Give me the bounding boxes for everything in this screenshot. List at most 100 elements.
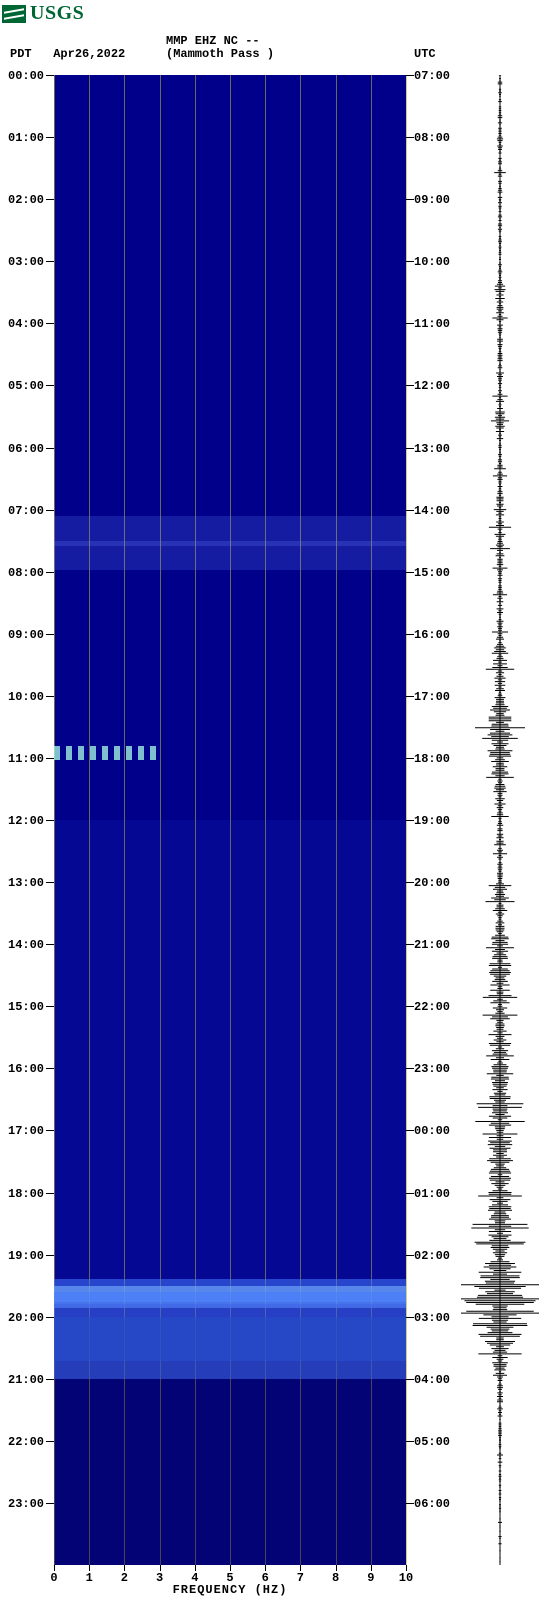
left-tz: PDT (10, 47, 32, 61)
right-time-label: 09:00 (414, 193, 450, 207)
right-time-label: 17:00 (414, 690, 450, 704)
right-tick (406, 634, 414, 635)
left-tick (46, 758, 54, 759)
left-time-label: 15:00 (8, 1000, 44, 1014)
left-tick (46, 696, 54, 697)
left-tick (46, 1379, 54, 1380)
x-axis-title: FREQUENCY (HZ) (173, 1583, 288, 1597)
right-time-label: 10:00 (414, 255, 450, 269)
right-tick (406, 1503, 414, 1504)
chart-header: PDT Apr26,2022 MMP EHZ NC -- (Mammoth Pa… (0, 35, 552, 65)
right-tick (406, 199, 414, 200)
left-tick (46, 1193, 54, 1194)
left-tick (46, 944, 54, 945)
right-tick (406, 882, 414, 883)
left-time-label: 04:00 (8, 317, 44, 331)
left-tick (46, 1441, 54, 1442)
right-tick (406, 1193, 414, 1194)
x-axis: FREQUENCY (HZ) 012345678910 (54, 1565, 406, 1595)
right-time-label: 04:00 (414, 1373, 450, 1387)
right-tick (406, 1441, 414, 1442)
left-tick (46, 510, 54, 511)
gridline (371, 75, 372, 1565)
x-tick-label: 2 (121, 1571, 128, 1585)
right-time-label: 01:00 (414, 1187, 450, 1201)
right-time-label: 20:00 (414, 876, 450, 890)
left-time-label: 12:00 (8, 814, 44, 828)
left-time-label: 02:00 (8, 193, 44, 207)
left-tick (46, 1130, 54, 1131)
left-time-label: 03:00 (8, 255, 44, 269)
left-time-label: 20:00 (8, 1311, 44, 1325)
left-time-label: 00:00 (8, 69, 44, 83)
x-tick-label: 3 (156, 1571, 163, 1585)
seismogram-trace (460, 75, 540, 1565)
right-tz: UTC (414, 47, 436, 61)
right-tick (406, 820, 414, 821)
right-time-label: 19:00 (414, 814, 450, 828)
header-center: MMP EHZ NC -- (Mammoth Pass ) (166, 35, 274, 61)
x-tick-label: 4 (191, 1571, 198, 1585)
usgs-wave-icon (2, 5, 26, 23)
right-tick (406, 1068, 414, 1069)
gridline (54, 75, 55, 1565)
x-tick-label: 8 (332, 1571, 339, 1585)
left-tick (46, 1255, 54, 1256)
right-time-label: 12:00 (414, 379, 450, 393)
left-tick (46, 1006, 54, 1007)
left-time-label: 06:00 (8, 442, 44, 456)
right-time-label: 15:00 (414, 566, 450, 580)
right-tick (406, 323, 414, 324)
usgs-logo: USGS (2, 2, 84, 25)
left-time-label: 21:00 (8, 1373, 44, 1387)
spectrogram-plot (54, 75, 406, 1565)
x-tick-label: 7 (297, 1571, 304, 1585)
right-time-label: 14:00 (414, 504, 450, 518)
right-time-label: 18:00 (414, 752, 450, 766)
left-time-label: 17:00 (8, 1124, 44, 1138)
left-time-label: 08:00 (8, 566, 44, 580)
right-tick (406, 448, 414, 449)
gridline (124, 75, 125, 1565)
right-tick (406, 385, 414, 386)
right-tick (406, 510, 414, 511)
right-time-label: 06:00 (414, 1497, 450, 1511)
gridline (230, 75, 231, 1565)
left-time-label: 01:00 (8, 131, 44, 145)
left-tick (46, 572, 54, 573)
right-tick (406, 1130, 414, 1131)
left-tick (46, 634, 54, 635)
right-time-label: 07:00 (414, 69, 450, 83)
right-time-label: 03:00 (414, 1311, 450, 1325)
right-tick (406, 758, 414, 759)
left-tick (46, 882, 54, 883)
right-time-label: 05:00 (414, 1435, 450, 1449)
right-tick (406, 944, 414, 945)
right-tick (406, 572, 414, 573)
date: Apr26,2022 (53, 47, 125, 61)
left-time-label: 07:00 (8, 504, 44, 518)
left-tick (46, 448, 54, 449)
x-tick-label: 9 (367, 1571, 374, 1585)
left-tick (46, 199, 54, 200)
right-time-label: 02:00 (414, 1249, 450, 1263)
left-time-label: 19:00 (8, 1249, 44, 1263)
left-tick (46, 261, 54, 262)
left-tick (46, 137, 54, 138)
right-tick (406, 261, 414, 262)
right-tick (406, 696, 414, 697)
left-time-label: 11:00 (8, 752, 44, 766)
right-tick (406, 75, 414, 76)
gridline (265, 75, 266, 1565)
right-time-label: 16:00 (414, 628, 450, 642)
left-tick (46, 820, 54, 821)
x-tick-label: 5 (226, 1571, 233, 1585)
left-time-label: 14:00 (8, 938, 44, 952)
gridline (160, 75, 161, 1565)
left-tick (46, 75, 54, 76)
gridline (336, 75, 337, 1565)
left-time-label: 13:00 (8, 876, 44, 890)
left-tick (46, 323, 54, 324)
left-tick (46, 1317, 54, 1318)
left-time-label: 05:00 (8, 379, 44, 393)
